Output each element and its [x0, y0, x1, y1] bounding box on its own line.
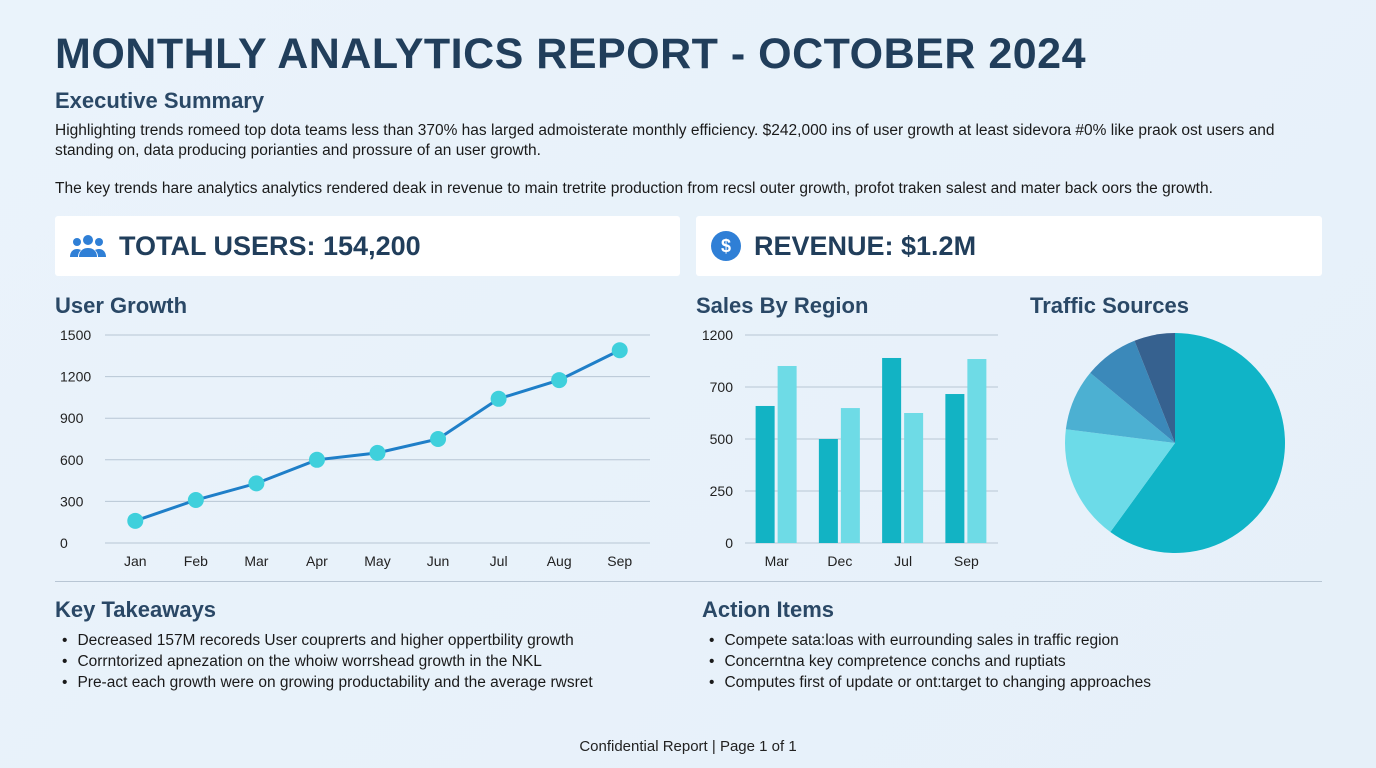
bar — [967, 359, 987, 543]
kpi-label: TOTAL USERS: 154,200 — [119, 230, 421, 261]
summary-heading: Executive Summary — [55, 88, 265, 113]
x-tick-label: Jul — [894, 553, 912, 569]
x-tick-label: Dec — [827, 553, 852, 569]
x-tick-label: Jul — [490, 553, 508, 569]
bar — [818, 439, 838, 543]
x-tick-label: Jun — [427, 553, 450, 569]
pie-slice — [1065, 372, 1175, 443]
bar — [755, 405, 775, 543]
bar — [904, 413, 924, 543]
page-title: MONTHLY ANALYTICS REPORT - OCTOBER 2024 — [55, 30, 1086, 78]
svg-text:$: $ — [721, 236, 731, 256]
data-point — [308, 451, 325, 468]
x-tick-label: Mar — [765, 553, 789, 569]
actions-list: Compete sata:loas with eurrounding sales… — [697, 630, 1151, 693]
takeaways-heading: Key Takeaways — [55, 597, 217, 622]
y-tick-label: 900 — [60, 410, 84, 426]
y-tick-label: 300 — [60, 493, 84, 509]
list-item: Concerntna key compretence conchs and ru… — [697, 651, 1151, 672]
actions-heading: Action Items — [702, 597, 835, 622]
y-tick-label: 1200 — [60, 369, 91, 385]
x-tick-label: Feb — [184, 553, 208, 569]
divider — [55, 581, 1322, 582]
pie-slice — [1090, 340, 1175, 443]
pie-slice — [1110, 333, 1285, 553]
kpi-total-users: TOTAL USERS: 154,200 — [55, 216, 680, 276]
traffic-sources-title: Traffic Sources — [1030, 293, 1189, 318]
data-point — [611, 342, 628, 359]
summary-paragraph-1: Highlighting trends romeed top dota team… — [55, 122, 1275, 159]
sales-region-title: Sales By Region — [696, 293, 869, 318]
data-point — [430, 431, 447, 447]
series-line — [134, 348, 621, 523]
bar — [945, 394, 965, 543]
list-item: Corrntorized apnezation on the whoiw wor… — [50, 651, 593, 672]
y-tick-label: 600 — [60, 452, 84, 468]
data-point — [369, 444, 386, 461]
x-tick-label: Sep — [607, 553, 632, 569]
dollar-icon: $ — [711, 231, 741, 261]
list-item: Decreased 157M recoreds User couprerts a… — [50, 630, 593, 651]
bar — [882, 357, 902, 543]
y-tick-label: 250 — [710, 483, 734, 499]
x-tick-label: Mar — [244, 553, 268, 569]
list-item: Pre-act each growth were on growing prod… — [50, 672, 592, 693]
users-icon — [70, 235, 106, 257]
data-point — [187, 492, 204, 509]
y-tick-label: 1500 — [60, 327, 91, 343]
x-tick-label: Jan — [124, 553, 147, 569]
bar — [777, 365, 797, 543]
charts-canvas: 0 300 600 900 1200 1500 Jan Feb Mar Apr May Jun Jul A… — [60, 327, 1285, 569]
list-item: Compete sata:loas with eurrounding sales… — [697, 630, 1151, 651]
takeaways-list: Decreased 157M recoreds User couprerts a… — [50, 630, 593, 693]
x-tick-label: Sep — [954, 553, 979, 569]
kpi-label: REVENUE: $1.2M — [754, 230, 977, 261]
user-growth-title: User Growth — [55, 293, 188, 318]
kpi-revenue: $ REVENUE: $1.2M — [696, 216, 1322, 276]
y-tick-label: 1200 — [702, 327, 733, 343]
pie-slice — [1065, 429, 1175, 532]
data-point — [127, 512, 144, 529]
y-tick-label: 500 — [710, 431, 734, 447]
data-point — [490, 390, 507, 407]
x-tick-label: May — [364, 553, 390, 569]
summary-paragraph-2: The key trends hare analytics analytics … — [55, 180, 1213, 197]
y-tick-label: 700 — [710, 379, 734, 395]
data-point — [248, 475, 265, 492]
y-tick-label: 0 — [725, 535, 733, 551]
footer: Confidential Report | Page 1 of 1 — [579, 738, 797, 755]
list-item: Computes first of update or ont:target t… — [697, 672, 1151, 693]
x-tick-label: Aug — [547, 553, 572, 569]
y-tick-label: 0 — [60, 535, 68, 551]
pie-slice — [1134, 333, 1175, 443]
x-tick-label: Apr — [306, 553, 328, 569]
bar — [840, 408, 860, 543]
data-point — [551, 372, 568, 389]
